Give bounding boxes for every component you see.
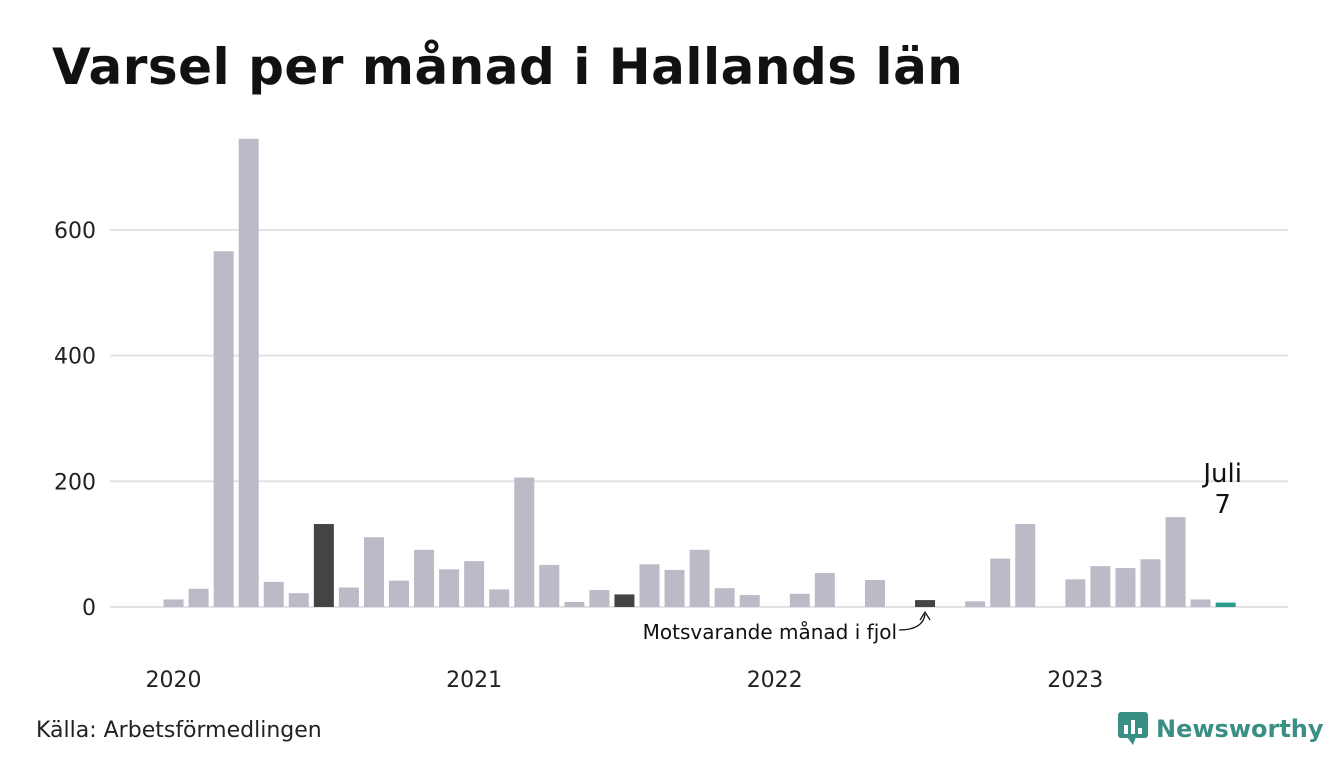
bar-29 [864,579,885,607]
bar-37 [1065,579,1086,607]
chart-title: Varsel per månad i Hallands län [52,38,964,96]
bar-24 [739,595,760,607]
bar-5 [263,581,284,607]
y-tick-label-400: 400 [54,345,96,370]
bar-40 [1140,559,1161,607]
bar-15 [514,477,535,607]
bar-16 [539,564,560,607]
bar-39 [1115,568,1136,607]
y-tick-label-0: 0 [82,596,96,621]
bar-34 [990,558,1011,607]
bar-10 [389,580,409,607]
y-tick-label-200: 200 [54,470,96,495]
bar-38 [1090,566,1111,607]
bar-42 [1190,599,1211,607]
bar-23 [714,588,735,607]
bar-21 [664,569,685,607]
bar-13 [464,561,485,607]
bar-22 [689,549,710,607]
bar-26 [789,593,810,607]
bar-6 [288,593,309,607]
current-month-label: Juli [1201,459,1242,489]
bar-31 [915,600,936,607]
annotation-arrowhead [919,610,931,621]
bar-2 [188,588,209,607]
source-note: Källa: Arbetsförmedlingen [36,718,322,743]
current-month-value: 7 [1214,490,1231,520]
bar-41 [1165,517,1186,607]
brand-logo: Newsworthy [1118,712,1324,746]
bar-14 [489,589,510,607]
bar-18 [589,590,610,607]
x-tick-label-2022: 2022 [747,668,803,693]
bar-9 [363,537,384,607]
bar-17 [564,601,585,607]
bar-4 [238,138,259,607]
x-tick-label-2023: 2023 [1047,668,1103,693]
bar-12 [439,569,460,607]
x-tick-label-2020: 2020 [146,668,202,693]
y-tick-label-600: 600 [54,219,96,244]
x-tick-label-2021: 2021 [446,668,502,693]
bar-8 [338,587,359,607]
bar-43 [1215,602,1236,607]
bar-11 [414,549,435,607]
annotation-arrow [899,613,926,631]
bar-33 [965,601,986,607]
bar-3 [213,251,234,608]
newsworthy-logo-icon [1118,712,1148,745]
bar-19 [614,594,635,607]
bar-27 [814,573,835,607]
bar-20 [639,564,660,607]
brand-name: Newsworthy [1156,715,1324,743]
bar-1 [163,599,184,607]
bar-7 [313,524,334,607]
bar-35 [1015,524,1036,607]
comparison-annotation-label: Motsvarande månad i fjol [643,620,897,644]
